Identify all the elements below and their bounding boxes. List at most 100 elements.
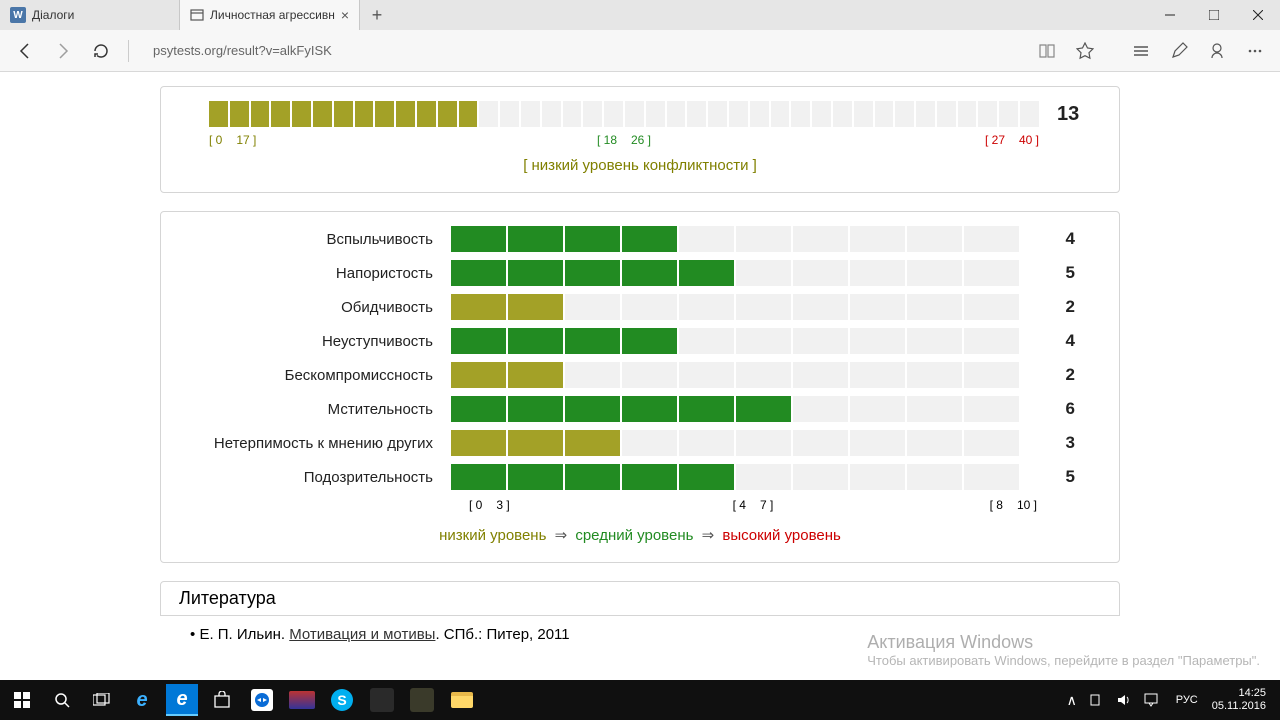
summary-cell <box>542 101 561 127</box>
summary-cell <box>625 101 644 127</box>
tick-label: 17 ] <box>236 133 256 147</box>
bar-cell <box>451 464 506 490</box>
back-button[interactable] <box>8 34 42 68</box>
bar-cell <box>964 362 1019 388</box>
tab-current[interactable]: Личностная агрессивн × <box>180 0 360 30</box>
tick-label: 40 ] <box>1019 133 1039 147</box>
task-view-icon[interactable] <box>82 680 122 720</box>
bar-cell <box>679 396 734 422</box>
share-icon[interactable] <box>1200 34 1234 68</box>
app-icon-3[interactable] <box>402 680 442 720</box>
summary-cell <box>1020 101 1039 127</box>
bar-cell <box>508 464 563 490</box>
start-button[interactable] <box>2 680 42 720</box>
bar-cell <box>850 430 905 456</box>
bar-cell <box>793 464 848 490</box>
close-icon[interactable]: × <box>341 7 349 23</box>
scale-bar <box>451 260 1019 286</box>
clock-date: 05.11.2016 <box>1212 700 1266 713</box>
bar-cell <box>736 226 791 252</box>
language-indicator[interactable]: РУС <box>1172 694 1202 706</box>
watermark-title: Активация Windows <box>867 632 1260 653</box>
bar-cell <box>964 260 1019 286</box>
action-center-icon[interactable] <box>1144 693 1168 707</box>
summary-cell <box>417 101 436 127</box>
bar-cell <box>508 226 563 252</box>
scale-label: Мстительность <box>179 401 451 418</box>
bar-cell <box>679 260 734 286</box>
hub-icon[interactable] <box>1124 34 1158 68</box>
clock[interactable]: 14:25 05.11.2016 <box>1206 687 1272 713</box>
scale-bar <box>451 362 1019 388</box>
bar-cell <box>451 328 506 354</box>
more-icon[interactable] <box>1238 34 1272 68</box>
summary-cell <box>500 101 519 127</box>
app-icon-1[interactable] <box>282 680 322 720</box>
browser-titlebar: W Діалоги Личностная агрессивн × + <box>0 0 1280 30</box>
legend-mid: средний уровень <box>575 527 693 544</box>
bar-cell <box>736 294 791 320</box>
tab-label: Личностная агрессивн <box>210 8 335 22</box>
tabs-strip: W Діалоги Личностная агрессивн × + <box>0 0 1148 30</box>
summary-caption: [ низкий уровень конфликтности ] <box>179 157 1101 174</box>
tab-dialogs[interactable]: W Діалоги <box>0 0 180 30</box>
bar-cell <box>565 260 620 286</box>
favorite-icon[interactable] <box>1068 34 1102 68</box>
summary-cell <box>313 101 332 127</box>
bar-cell <box>622 464 677 490</box>
scales-box: Вспыльчивость4Напористость5Обидчивость2Н… <box>160 211 1120 563</box>
bar-cell <box>679 294 734 320</box>
teamviewer-icon[interactable] <box>242 680 282 720</box>
explorer-icon[interactable] <box>442 680 482 720</box>
bar-cell <box>736 430 791 456</box>
bar-cell <box>964 226 1019 252</box>
scale-label: Неуступчивость <box>179 333 451 350</box>
bar-cell <box>508 362 563 388</box>
address-bar[interactable]: psytests.org/result?v=alkFyISK <box>139 43 1026 58</box>
tick-label: 26 ] <box>631 133 651 147</box>
network-icon[interactable] <box>1088 693 1112 707</box>
ie-icon[interactable]: e <box>122 680 162 720</box>
bar-cell <box>508 328 563 354</box>
refresh-button[interactable] <box>84 34 118 68</box>
forward-button[interactable] <box>46 34 80 68</box>
tray-chevron-icon[interactable]: ∧ <box>1060 692 1084 709</box>
close-button[interactable] <box>1236 0 1280 30</box>
bar-cell <box>964 328 1019 354</box>
new-tab-button[interactable]: + <box>360 0 394 30</box>
summary-cell <box>687 101 706 127</box>
legend-high: высокий уровень <box>722 527 841 544</box>
annotate-icon[interactable] <box>1162 34 1196 68</box>
volume-icon[interactable] <box>1116 693 1140 707</box>
edge-icon[interactable]: e <box>166 684 198 716</box>
lit-title-link[interactable]: Мотивация и мотивы <box>289 626 435 643</box>
summary-cell <box>729 101 748 127</box>
skype-icon[interactable]: S <box>322 680 362 720</box>
bar-cell <box>907 430 962 456</box>
minimize-button[interactable] <box>1148 0 1192 30</box>
summary-cell <box>791 101 810 127</box>
scale-row: Бескомпромиссность2 <box>179 362 1101 388</box>
search-icon[interactable] <box>42 680 82 720</box>
summary-cell <box>875 101 894 127</box>
bar-cell <box>793 396 848 422</box>
maximize-button[interactable] <box>1192 0 1236 30</box>
app-icon-2[interactable] <box>362 680 402 720</box>
bar-cell <box>565 362 620 388</box>
bar-cell <box>622 328 677 354</box>
bar-cell <box>565 328 620 354</box>
bar-cell <box>451 362 506 388</box>
scale-score: 5 <box>1019 467 1075 487</box>
summary-cell <box>355 101 374 127</box>
summary-cell <box>833 101 852 127</box>
summary-cell <box>667 101 686 127</box>
store-icon[interactable] <box>202 680 242 720</box>
scale-score: 2 <box>1019 365 1075 385</box>
bar-cell <box>451 226 506 252</box>
bar-cell <box>907 226 962 252</box>
bar-cell <box>565 226 620 252</box>
scale-label: Напористость <box>179 265 451 282</box>
reading-icon[interactable] <box>1030 34 1064 68</box>
summary-cell <box>895 101 914 127</box>
page-icon <box>190 8 204 22</box>
